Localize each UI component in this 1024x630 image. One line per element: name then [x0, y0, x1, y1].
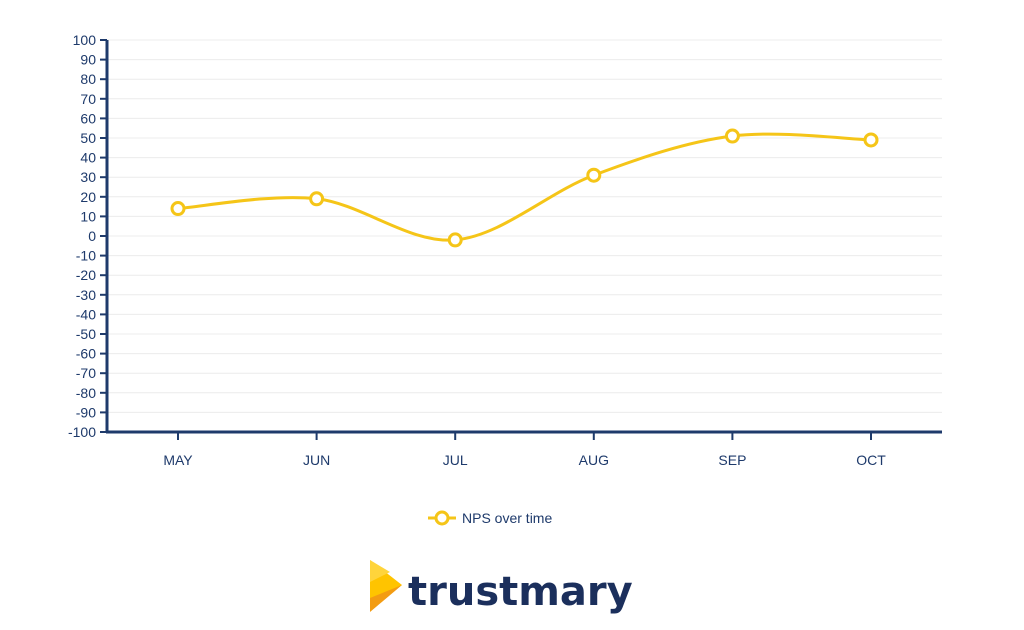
y-tick-label: 30 [80, 169, 96, 185]
legend-label: NPS over time [462, 510, 552, 526]
y-tick-label: 20 [80, 189, 96, 205]
y-tick-label: 80 [80, 71, 96, 87]
x-tick-label: SEP [718, 452, 746, 468]
data-point-sep [724, 128, 740, 144]
data-point-aug [586, 167, 602, 183]
x-tick-label: JUN [303, 452, 330, 468]
logo-mark-dark [370, 585, 402, 612]
y-tick-label: -40 [76, 306, 96, 322]
trustmary-logo: trustmary [370, 560, 633, 615]
y-tick-label: 50 [80, 130, 96, 146]
y-tick-label: -80 [76, 385, 96, 401]
x-tick-label: OCT [856, 452, 886, 468]
grid-lines [107, 39, 942, 413]
x-tick-label: JUL [443, 452, 468, 468]
y-tick-label: 10 [80, 208, 96, 224]
y-axis-ticks: 1009080706050403020100-10-20-30-40-50-60… [68, 32, 107, 440]
data-point-oct [863, 132, 879, 148]
y-tick-label: 40 [80, 150, 96, 166]
y-tick-label: -50 [76, 326, 96, 342]
y-tick-label: -70 [76, 365, 96, 381]
data-point-jun [309, 191, 325, 207]
y-tick-label: 0 [88, 228, 96, 244]
legend-swatch-marker [434, 510, 450, 526]
legend: NPS over time [428, 510, 552, 526]
data-point-may [170, 201, 186, 217]
y-tick-label: -100 [68, 424, 96, 440]
y-tick-label: 100 [73, 32, 97, 48]
y-tick-label: -30 [76, 287, 96, 303]
x-axis-ticks: MAY JUN JUL AUG SEP OCT [163, 432, 886, 468]
y-tick-label: -90 [76, 404, 96, 420]
x-tick-label: AUG [579, 452, 609, 468]
data-points [170, 128, 879, 248]
series-line-nps [177, 132, 872, 242]
y-tick-label: -20 [76, 267, 96, 283]
y-tick-label: -60 [76, 346, 96, 362]
y-tick-label: 60 [80, 110, 96, 126]
y-tick-label: 90 [80, 52, 96, 68]
x-tick-label: MAY [163, 452, 193, 468]
logo-mark-top [370, 560, 390, 582]
y-tick-label: 70 [80, 91, 96, 107]
data-point-jul [447, 232, 463, 248]
logo-wordmark: trustmary [408, 569, 633, 615]
y-tick-label: -10 [76, 248, 96, 264]
